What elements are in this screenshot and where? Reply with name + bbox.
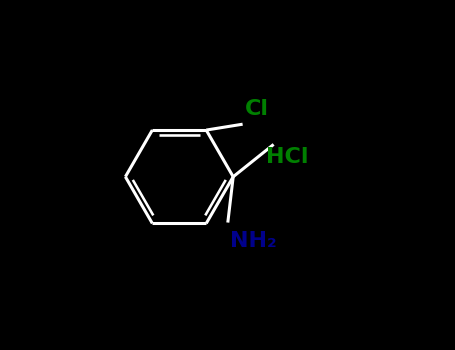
Text: Cl: Cl [245, 99, 269, 119]
Text: NH₂: NH₂ [231, 231, 277, 251]
Text: HCl: HCl [266, 147, 308, 167]
